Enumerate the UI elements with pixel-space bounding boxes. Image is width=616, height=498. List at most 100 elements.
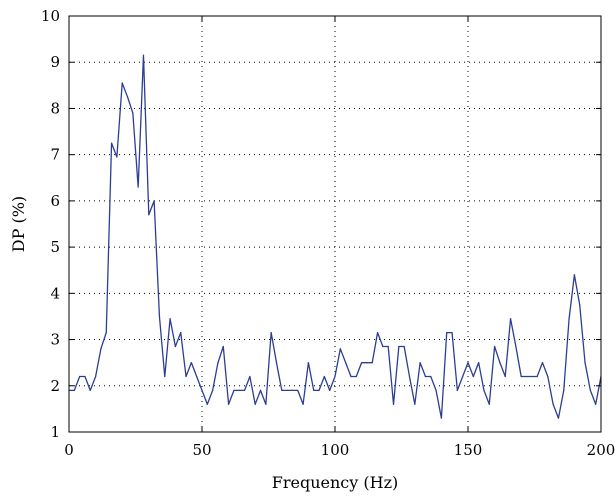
data-point <box>84 375 86 378</box>
data-point <box>430 375 432 378</box>
y-tick-label: 7 <box>50 146 60 164</box>
data-point <box>254 403 256 405</box>
data-point <box>270 332 272 334</box>
data-point <box>376 332 379 334</box>
y-tick-label: 9 <box>50 53 60 71</box>
x-tick-label: 150 <box>454 441 483 459</box>
data-point <box>573 274 576 276</box>
data-point <box>259 389 262 391</box>
x-tick-label: 200 <box>587 441 616 459</box>
y-tick-label: 8 <box>50 99 60 117</box>
x-tick-label: 0 <box>64 441 74 459</box>
data-point <box>105 332 107 334</box>
data-point <box>73 389 75 391</box>
data-point <box>408 375 411 378</box>
data-point <box>158 315 161 318</box>
data-point <box>302 403 304 405</box>
grid-lines <box>69 16 601 432</box>
y-tick-label: 4 <box>50 284 60 302</box>
data-point <box>339 348 341 350</box>
data-point <box>142 54 145 56</box>
data-point <box>329 389 331 391</box>
data-point <box>509 318 512 320</box>
data-point <box>116 156 118 158</box>
data-point <box>323 375 325 378</box>
y-tick-label: 3 <box>50 331 60 349</box>
data-point <box>297 389 299 391</box>
data-point <box>557 417 560 419</box>
data-point <box>286 389 288 391</box>
data-point <box>233 389 235 391</box>
data-point <box>100 348 102 350</box>
data-point <box>350 375 352 378</box>
data-point <box>217 362 219 364</box>
data-point <box>483 389 485 391</box>
y-tick-labels: 1 2 3 4 5 6 7 8 9 10 <box>41 7 60 441</box>
data-point <box>499 362 501 364</box>
data-point <box>126 96 129 98</box>
data-point <box>403 345 405 348</box>
axis-ticks <box>68 15 602 433</box>
data-point <box>579 304 581 306</box>
data-point <box>414 403 416 405</box>
y-tick-label: 2 <box>50 377 60 395</box>
data-point <box>206 403 208 405</box>
data-point <box>398 345 400 348</box>
data-point <box>110 142 113 144</box>
y-tick-label: 6 <box>50 192 60 210</box>
data-point <box>392 403 395 405</box>
data-point <box>531 375 533 378</box>
data-point <box>525 375 528 378</box>
data-point <box>366 362 368 364</box>
data-point <box>467 362 469 364</box>
x-axis-label: Frequency (Hz) <box>272 473 399 492</box>
data-point <box>424 375 427 378</box>
data-point <box>318 389 320 391</box>
data-point <box>419 362 421 364</box>
data-point <box>313 389 315 391</box>
data-point <box>504 375 506 378</box>
y-axis-label: DP (%) <box>9 196 28 252</box>
data-point <box>451 332 453 334</box>
data-point <box>361 362 363 364</box>
data-point <box>249 375 251 378</box>
series-layer <box>68 54 602 419</box>
data-point <box>291 389 294 391</box>
data-point <box>547 375 549 378</box>
data-point <box>79 375 81 378</box>
data-point <box>552 403 554 405</box>
data-point <box>595 403 597 405</box>
data-point <box>387 345 389 348</box>
data-point <box>472 375 474 378</box>
data-point <box>563 389 565 391</box>
data-point <box>275 362 278 364</box>
x-tick-labels: 0 50 100 150 200 <box>64 441 615 459</box>
data-point <box>541 362 544 364</box>
data-point <box>446 332 448 334</box>
data-point <box>164 375 166 378</box>
data-point <box>265 403 267 405</box>
data-point <box>228 403 230 405</box>
data-point <box>238 389 240 391</box>
data-point <box>174 345 176 348</box>
data-point <box>334 375 336 378</box>
data-point <box>345 362 347 364</box>
data-point <box>121 82 123 84</box>
data-point <box>488 403 490 405</box>
data-point <box>222 345 224 348</box>
data-point <box>153 200 155 202</box>
y-tick-label: 1 <box>50 423 60 441</box>
data-point <box>520 375 522 378</box>
data-point <box>196 375 198 378</box>
data-point <box>95 375 97 378</box>
data-point <box>190 362 192 364</box>
data-point <box>382 345 384 348</box>
data-point <box>435 389 437 391</box>
data-point <box>494 345 496 348</box>
data-point <box>89 389 91 391</box>
data-point <box>584 362 586 364</box>
data-point <box>536 375 538 378</box>
data-point <box>185 375 187 378</box>
